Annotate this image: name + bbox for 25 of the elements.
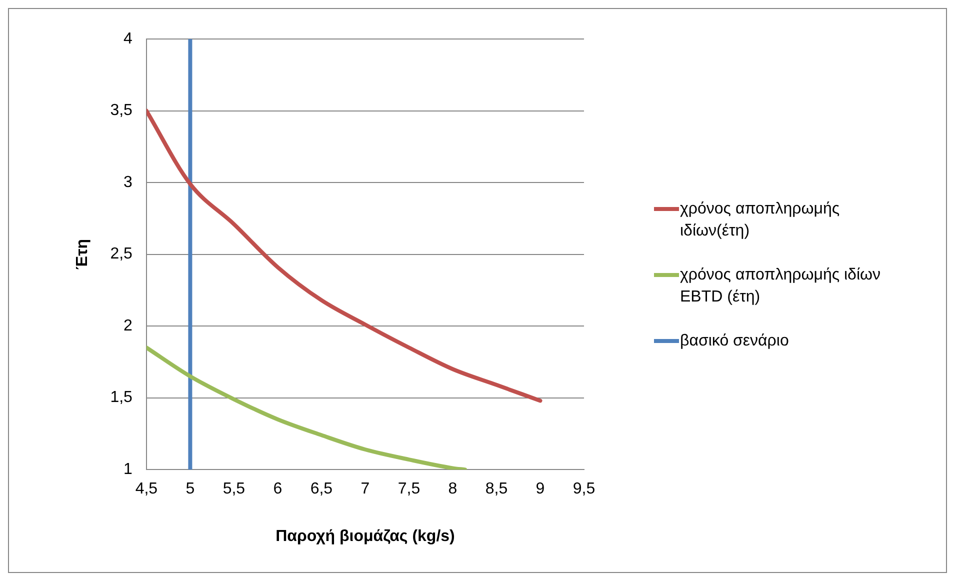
x-tick-label: 9 [536, 480, 545, 498]
x-tick-label: 6,5 [310, 480, 333, 498]
y-tick-label: 1,5 [110, 389, 133, 406]
x-tick-label: 4,5 [135, 480, 158, 498]
x-tick-label: 8,5 [485, 480, 508, 498]
legend-label: χρόνος αποπληρωμής ιδίων(έτη) [680, 200, 840, 240]
y-axis-title: Έτη [74, 239, 92, 270]
y-tick-label: 1 [124, 461, 133, 478]
line-series [146, 346, 467, 470]
x-tick-label: 8 [448, 480, 458, 498]
legend-label: χρόνος αποπληρωμής ιδίων EBTD (έτη) [680, 266, 880, 306]
x-tick-label: 5 [186, 480, 195, 498]
x-axis-title: Παροχή βιομάζας (kg/s) [276, 528, 455, 545]
x-tick-label: 6 [273, 480, 282, 498]
y-tick-label: 2 [124, 317, 133, 334]
x-tick-label: 9,5 [572, 480, 596, 498]
y-tick-label: 3 [124, 174, 133, 191]
y-tick-label: 2,5 [110, 246, 133, 263]
x-tick-label: 7,5 [398, 480, 420, 498]
x-tick-label: 5,5 [222, 480, 246, 498]
x-tick-label: 7 [360, 480, 370, 498]
y-tick-label: 4 [124, 30, 133, 48]
legend-label: βασικό σενάριο [680, 332, 789, 350]
y-tick-label: 3,5 [110, 102, 133, 120]
line-series [146, 108, 542, 403]
